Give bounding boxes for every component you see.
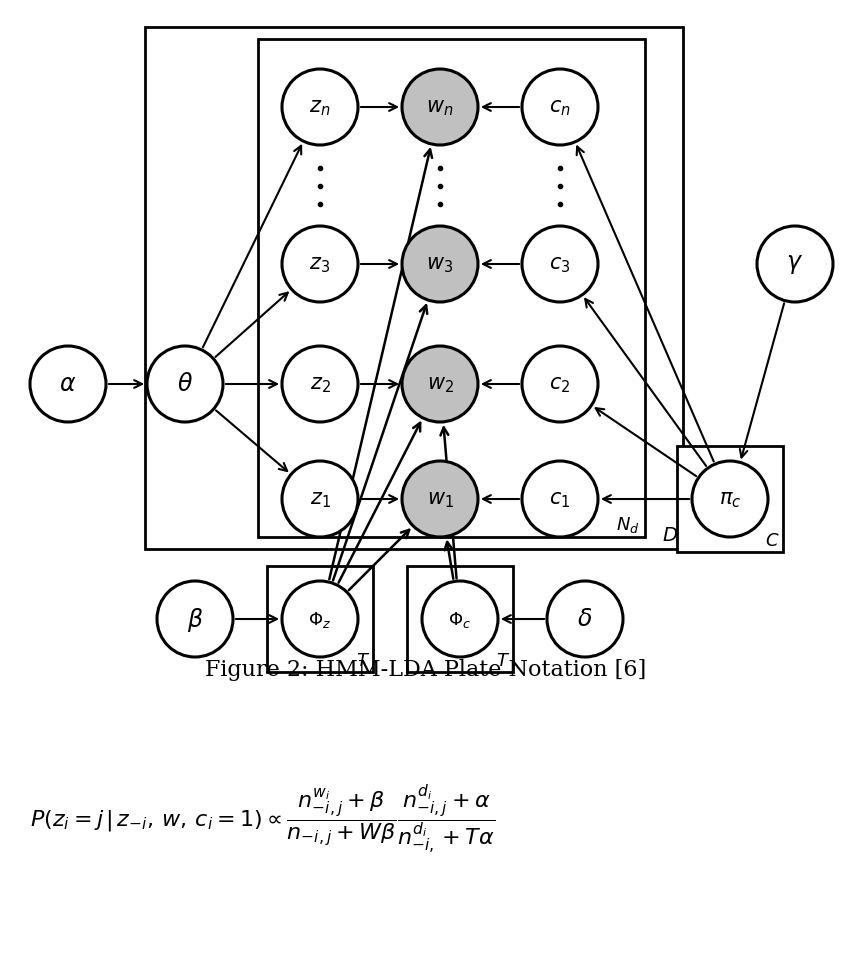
Circle shape [282, 227, 358, 303]
Circle shape [30, 347, 106, 422]
Text: $c_2$: $c_2$ [550, 375, 571, 395]
Bar [677, 447, 783, 553]
Circle shape [547, 581, 623, 658]
Text: $\beta$: $\beta$ [187, 605, 203, 634]
Circle shape [402, 227, 478, 303]
Text: $c_n$: $c_n$ [550, 98, 571, 117]
Bar [258, 40, 645, 537]
Circle shape [402, 70, 478, 146]
Text: $C$: $C$ [765, 532, 780, 550]
Circle shape [282, 461, 358, 537]
Text: $\gamma$: $\gamma$ [786, 253, 803, 276]
Text: $\Phi_z$: $\Phi_z$ [308, 609, 331, 629]
Text: $w_2$: $w_2$ [427, 375, 453, 395]
Text: $\Phi_c$: $\Phi_c$ [448, 609, 471, 629]
Text: $w_1$: $w_1$ [427, 490, 453, 509]
Text: $\delta$: $\delta$ [578, 608, 593, 631]
Circle shape [422, 581, 498, 658]
Text: $c_1$: $c_1$ [550, 490, 571, 509]
Text: $\alpha$: $\alpha$ [60, 374, 77, 396]
Text: $T$: $T$ [356, 651, 370, 669]
Circle shape [147, 347, 223, 422]
Text: $P(z_i = j \,|\, z_{-i},\, w,\, c_i = 1) \propto\dfrac{n_{-i,j}^{w_i} + \beta}{n: $P(z_i = j \,|\, z_{-i},\, w,\, c_i = 1)… [30, 782, 495, 856]
Circle shape [522, 347, 598, 422]
Bar [145, 28, 683, 550]
Circle shape [522, 70, 598, 146]
Text: $c_3$: $c_3$ [550, 255, 571, 274]
Circle shape [522, 461, 598, 537]
Text: $\pi_c$: $\pi_c$ [719, 490, 741, 509]
Text: $D$: $D$ [662, 526, 678, 544]
Text: $z_n$: $z_n$ [309, 98, 331, 117]
Circle shape [282, 70, 358, 146]
Circle shape [282, 347, 358, 422]
Text: $w_3$: $w_3$ [427, 255, 453, 274]
Text: $z_1$: $z_1$ [309, 490, 331, 509]
Text: $w_n$: $w_n$ [426, 98, 453, 117]
Bar [407, 566, 513, 672]
Circle shape [522, 227, 598, 303]
Text: $z_3$: $z_3$ [309, 255, 331, 274]
Bar [267, 566, 373, 672]
Text: Figure 2: HMM-LDA Plate Notation [6]: Figure 2: HMM-LDA Plate Notation [6] [205, 659, 647, 680]
Text: $\theta$: $\theta$ [177, 374, 193, 396]
Circle shape [757, 227, 833, 303]
Text: $N_d$: $N_d$ [617, 515, 640, 535]
Text: $T$: $T$ [496, 651, 510, 669]
Circle shape [157, 581, 233, 658]
Circle shape [402, 347, 478, 422]
Circle shape [402, 461, 478, 537]
Text: $z_2$: $z_2$ [309, 375, 331, 395]
Circle shape [282, 581, 358, 658]
Circle shape [692, 461, 768, 537]
